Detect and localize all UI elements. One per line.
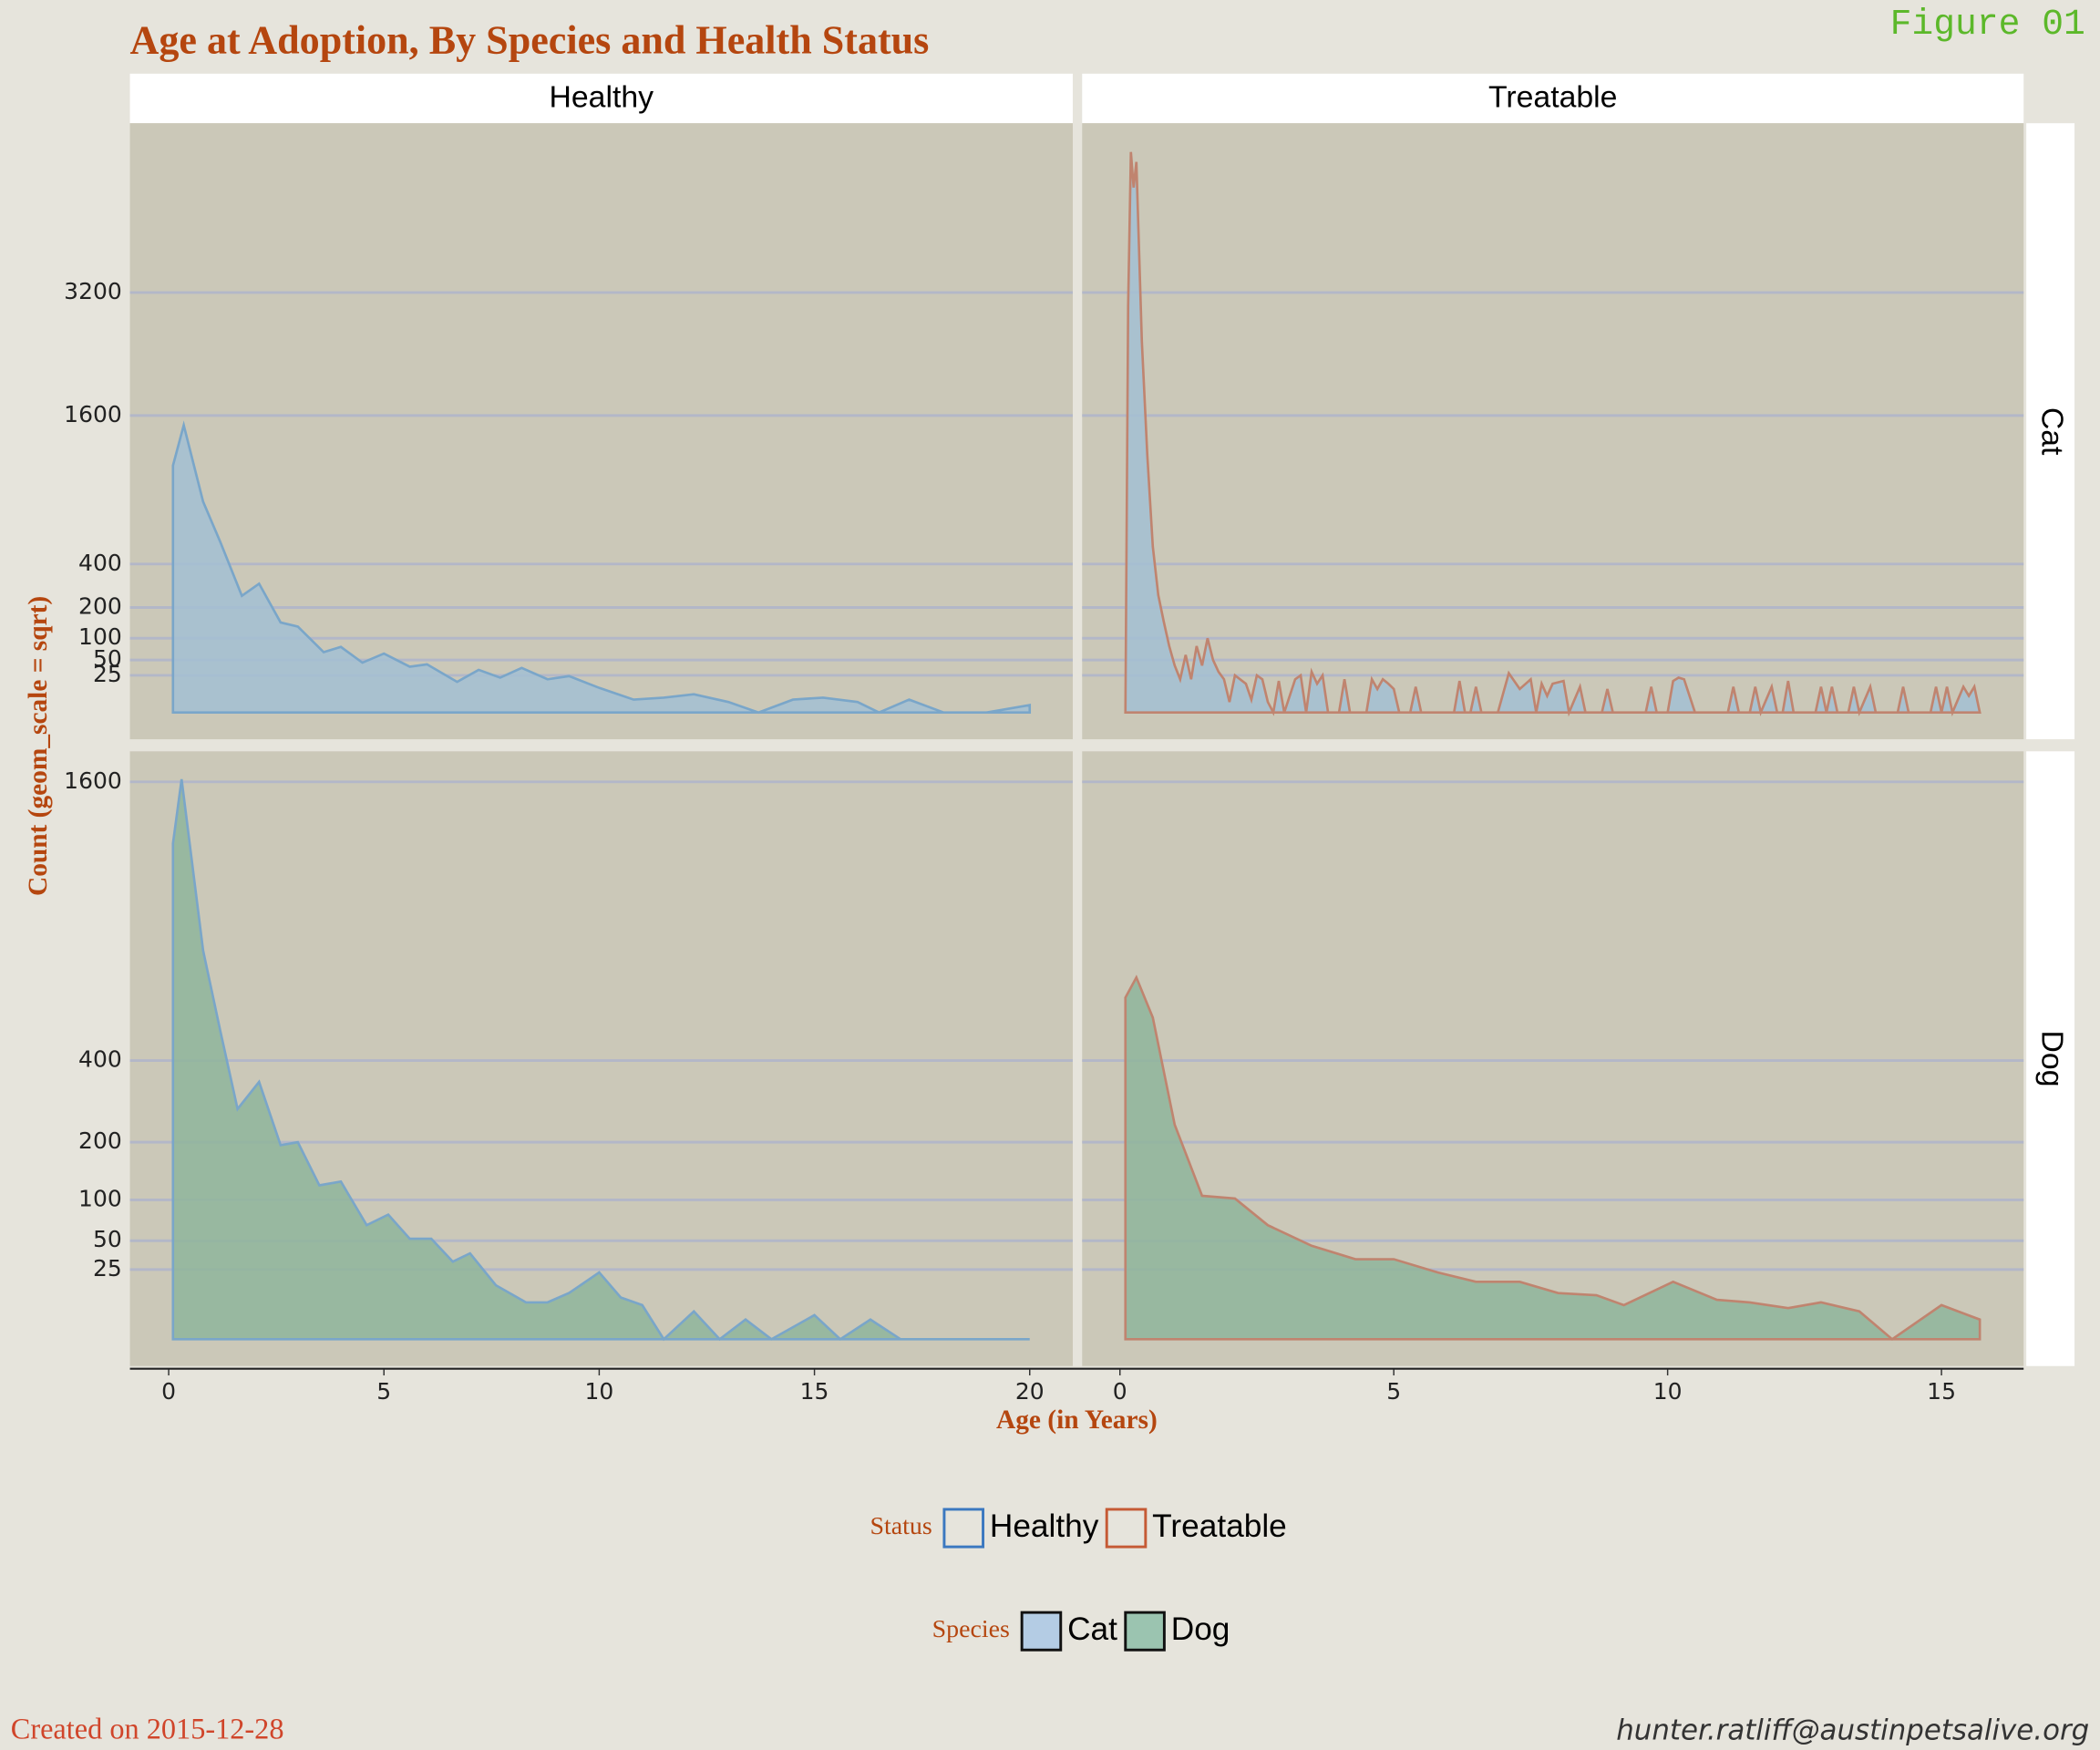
- x-tick-label: 15: [800, 1378, 829, 1405]
- row-strip: [2026, 751, 2075, 1366]
- y-tick-label: 1600: [64, 401, 122, 427]
- column-strip: [1082, 73, 2024, 124]
- legend-title: Species: [932, 1615, 1010, 1643]
- y-tick-label: 100: [78, 1185, 122, 1211]
- legend-swatch: [1105, 1508, 1148, 1549]
- column-strip: [129, 73, 1073, 124]
- y-tick-label: 200: [78, 1127, 122, 1154]
- y-tick-label: 100: [78, 623, 122, 650]
- legend-swatch: [1020, 1611, 1063, 1652]
- legend-label: Dog: [1171, 1611, 1230, 1647]
- row-strip-label: Dog: [2035, 1031, 2070, 1087]
- y-tick-label: 200: [78, 593, 122, 620]
- y-tick-label: 25: [93, 661, 122, 687]
- density-area: [1124, 151, 1982, 717]
- density-area: [171, 778, 1030, 1342]
- row-strip: [2026, 123, 2075, 740]
- column-strip-label: Treatable: [1488, 80, 1617, 115]
- y-tick-label: 50: [93, 645, 122, 672]
- figure-label: Figure 01: [1890, 4, 2085, 45]
- x-tick-label: 0: [1113, 1378, 1127, 1405]
- y-tick-label: 400: [78, 1046, 122, 1073]
- x-tick-label: 10: [1653, 1378, 1683, 1405]
- x-tick-label: 15: [1927, 1378, 1956, 1405]
- column-strip-label: Healthy: [549, 80, 654, 115]
- legend-label: Healthy: [990, 1508, 1099, 1544]
- legend-title: Status: [870, 1512, 932, 1540]
- y-tick-label: 1600: [64, 767, 122, 794]
- panel-background: [1082, 123, 2024, 740]
- legend-label: Treatable: [1152, 1508, 1287, 1544]
- y-tick-label: 25: [93, 1255, 122, 1282]
- x-tick-label: 10: [585, 1378, 614, 1405]
- legend-swatch: [1124, 1611, 1166, 1652]
- footer-email: hunter.ratliff@austinpetsalive.org: [1616, 1714, 2089, 1746]
- density-area: [171, 420, 1032, 715]
- y-tick-label: 400: [78, 550, 122, 576]
- legend-swatch: [942, 1508, 985, 1549]
- x-axis-label: Age (in Years): [996, 1405, 1158, 1435]
- legend-label: Cat: [1067, 1611, 1117, 1647]
- row-strip-label: Cat: [2035, 407, 2070, 456]
- chart-title: Age at Adoption, By Species and Health S…: [130, 18, 930, 63]
- y-axis-label: Count (geom_scale = sqrt): [24, 596, 53, 896]
- density-area: [1124, 974, 1982, 1342]
- footer-date: Created on 2015-12-28: [11, 1712, 284, 1745]
- y-tick-label: 50: [93, 1226, 122, 1252]
- x-tick-label: 5: [376, 1378, 391, 1405]
- x-tick-label: 20: [1015, 1378, 1045, 1405]
- x-tick-label: 5: [1386, 1378, 1401, 1405]
- y-tick-label: 3200: [64, 278, 122, 304]
- x-tick-label: 0: [161, 1378, 176, 1405]
